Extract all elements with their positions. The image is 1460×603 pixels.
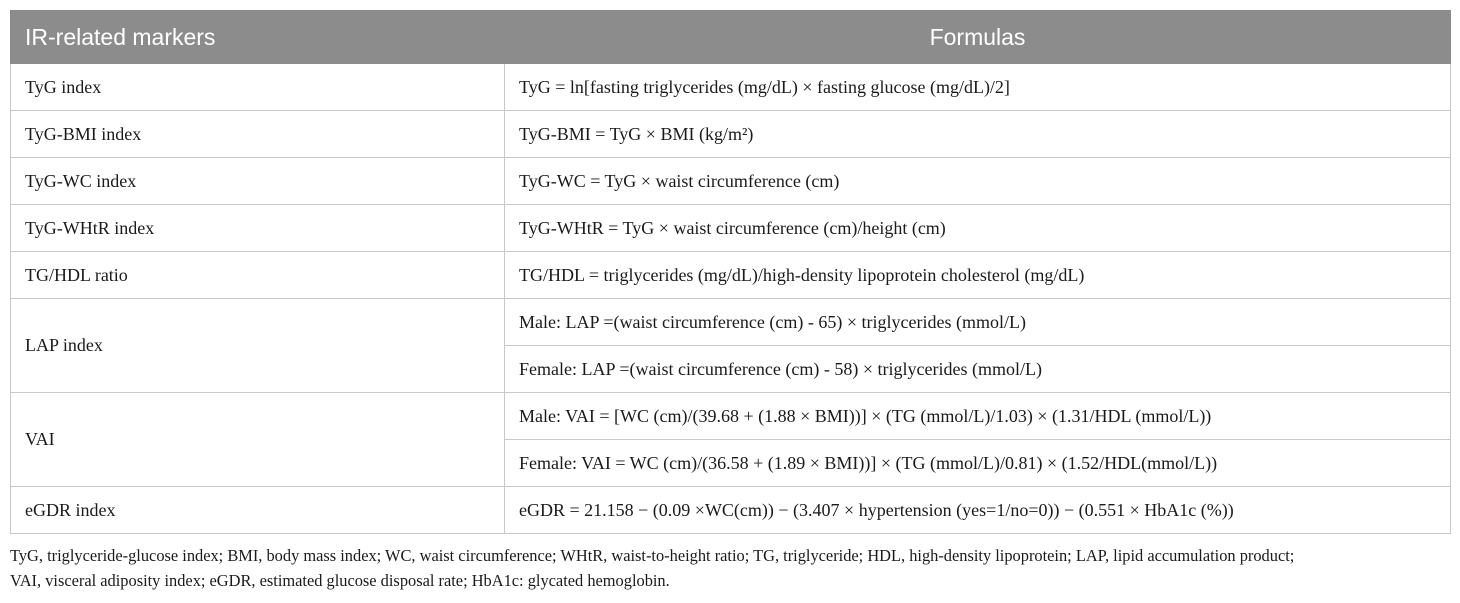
- marker-cell: eGDR index: [10, 486, 505, 534]
- formula-cell-male: Male: LAP =(waist circumference (cm) - 6…: [504, 298, 1451, 346]
- table-row: eGDR index eGDR = 21.158 − (0.09 ×WC(cm)…: [10, 486, 1451, 534]
- ir-markers-table: IR-related markers Formulas TyG index Ty…: [10, 10, 1451, 534]
- table-row: TyG-WC index TyG-WC = TyG × waist circum…: [10, 157, 1451, 205]
- table-row: LAP index Male: LAP =(waist circumferenc…: [10, 298, 1451, 393]
- formula-cell: TyG-BMI = TyG × BMI (kg/m²): [504, 110, 1451, 158]
- table-row: TyG-WHtR index TyG-WHtR = TyG × waist ci…: [10, 204, 1451, 252]
- table-row: TyG index TyG = ln[fasting triglycerides…: [10, 63, 1451, 111]
- table-row: TyG-BMI index TyG-BMI = TyG × BMI (kg/m²…: [10, 110, 1451, 158]
- formula-cell-male: Male: VAI = [WC (cm)/(39.68 + (1.88 × BM…: [504, 392, 1451, 440]
- marker-cell: LAP index: [10, 298, 505, 393]
- marker-cell: TyG-WC index: [10, 157, 505, 205]
- formula-cell: TyG-WC = TyG × waist circumference (cm): [504, 157, 1451, 205]
- column-header-markers: IR-related markers: [10, 10, 505, 64]
- marker-cell: TG/HDL ratio: [10, 251, 505, 299]
- formula-cell: eGDR = 21.158 − (0.09 ×WC(cm)) − (3.407 …: [504, 486, 1451, 534]
- table-header-row: IR-related markers Formulas: [10, 10, 1451, 64]
- marker-cell: VAI: [10, 392, 505, 487]
- column-header-formulas: Formulas: [504, 10, 1451, 64]
- marker-cell: TyG-WHtR index: [10, 204, 505, 252]
- marker-cell: TyG-BMI index: [10, 110, 505, 158]
- table-row: Female: LAP =(waist circumference (cm) -…: [11, 345, 1451, 393]
- marker-cell: TyG index: [10, 63, 505, 111]
- formula-cell-female: Female: VAI = WC (cm)/(36.58 + (1.89 × B…: [504, 439, 1451, 487]
- table-footnote: TyG, triglyceride-glucose index; BMI, bo…: [10, 543, 1450, 593]
- formula-cell: TG/HDL = triglycerides (mg/dL)/high-dens…: [504, 251, 1451, 299]
- formula-cell-female: Female: LAP =(waist circumference (cm) -…: [504, 345, 1451, 393]
- table-row: TG/HDL ratio TG/HDL = triglycerides (mg/…: [10, 251, 1451, 299]
- footnote-line: TyG, triglyceride-glucose index; BMI, bo…: [10, 546, 1295, 565]
- table-row: VAI Male: VAI = [WC (cm)/(39.68 + (1.88 …: [10, 392, 1451, 487]
- formula-cell: TyG = ln[fasting triglycerides (mg/dL) ×…: [504, 63, 1451, 111]
- footnote-line: VAI, visceral adiposity index; eGDR, est…: [10, 571, 670, 590]
- formula-cell: TyG-WHtR = TyG × waist circumference (cm…: [504, 204, 1451, 252]
- formulas-table-container: IR-related markers Formulas TyG index Ty…: [10, 10, 1451, 534]
- table-row: Female: VAI = WC (cm)/(36.58 + (1.89 × B…: [11, 439, 1451, 487]
